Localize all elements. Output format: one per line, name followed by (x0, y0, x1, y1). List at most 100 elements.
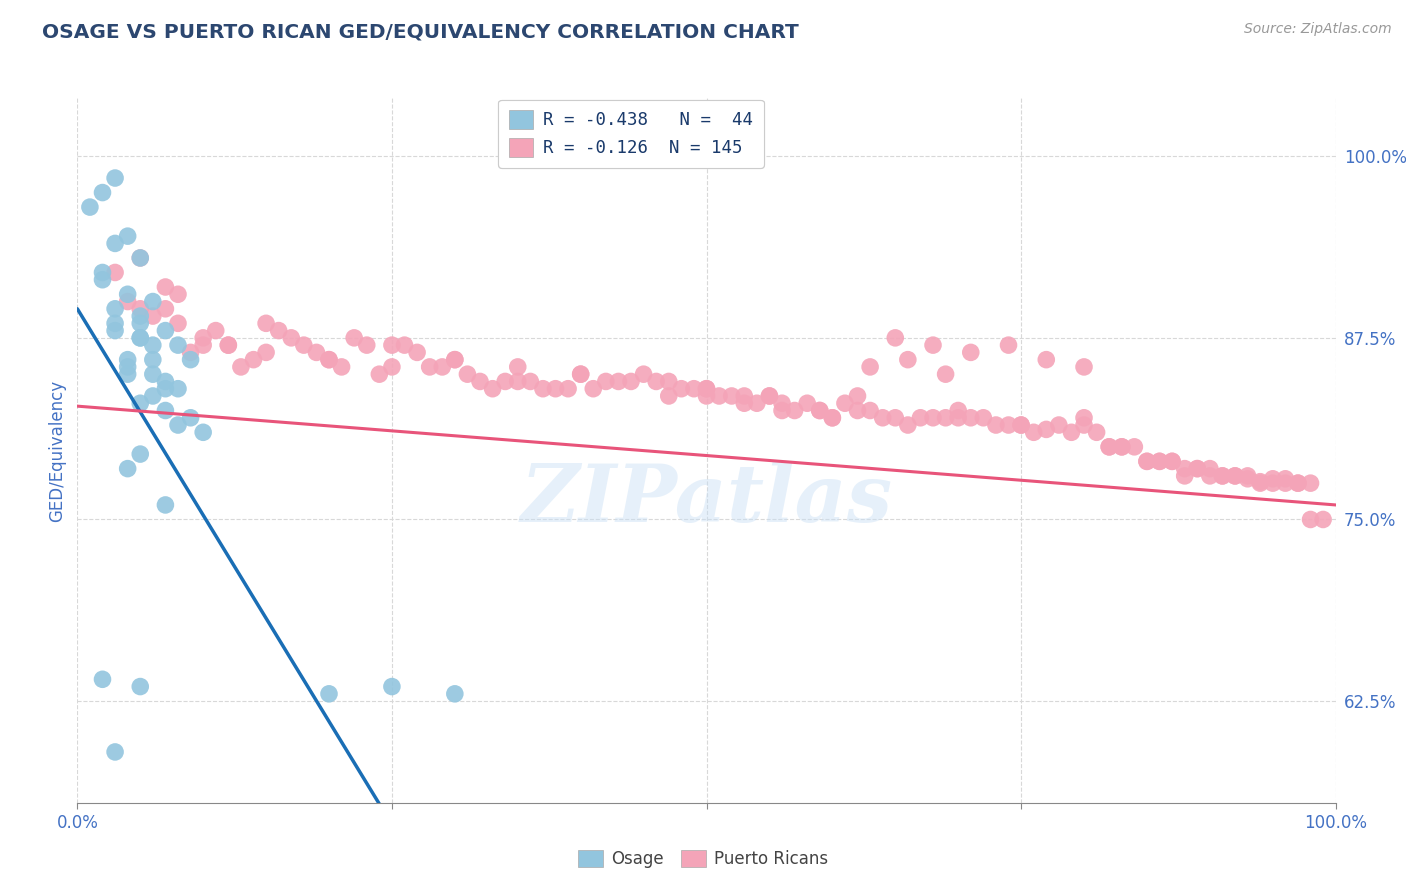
Point (129, 309, 152, 323)
Point (129, 251, 152, 265)
Point (117, 229, 139, 244)
Point (204, 324, 226, 338)
Point (808, 403, 831, 417)
Y-axis label: GED/Equivalency: GED/Equivalency (48, 379, 66, 522)
Point (910, 410, 932, 425)
Point (544, 382, 567, 396)
Point (1236, 469, 1258, 483)
Point (167, 316, 190, 330)
Point (1022, 425, 1045, 440)
Point (318, 352, 340, 367)
Point (859, 403, 882, 417)
Point (984, 417, 1007, 432)
Point (117, 461, 139, 475)
Point (1161, 454, 1184, 468)
Point (191, 425, 215, 440)
Point (456, 367, 478, 381)
Point (381, 680, 404, 694)
Point (922, 338, 945, 352)
Point (180, 345, 202, 359)
Point (872, 410, 894, 425)
Point (1174, 469, 1197, 483)
Point (79, 200, 101, 214)
Point (972, 410, 994, 425)
Point (1123, 440, 1146, 454)
Point (129, 447, 152, 461)
Point (922, 410, 945, 425)
Point (758, 389, 780, 403)
Point (834, 396, 856, 410)
Point (1211, 469, 1233, 483)
Point (142, 294, 165, 309)
Point (733, 389, 755, 403)
Point (318, 352, 340, 367)
Point (155, 301, 177, 316)
Point (821, 410, 844, 425)
Point (129, 316, 152, 330)
Point (1274, 472, 1296, 486)
Point (1249, 475, 1271, 489)
Point (633, 367, 655, 381)
Point (167, 382, 190, 396)
Point (959, 345, 981, 359)
Point (683, 382, 706, 396)
Point (91, 265, 114, 279)
Point (368, 367, 391, 381)
Point (770, 403, 793, 417)
Point (155, 280, 177, 294)
Point (821, 410, 844, 425)
Point (1060, 425, 1083, 440)
Point (1047, 417, 1070, 432)
Point (180, 352, 202, 367)
Point (406, 345, 429, 359)
Point (1249, 476, 1271, 491)
Point (948, 410, 970, 425)
Point (796, 396, 818, 410)
Point (394, 338, 416, 352)
Point (1312, 512, 1334, 526)
Point (155, 324, 177, 338)
Point (1223, 469, 1246, 483)
Point (444, 352, 467, 367)
Point (959, 410, 981, 425)
Point (1073, 417, 1095, 432)
Point (104, 324, 127, 338)
Point (1010, 417, 1032, 432)
Point (142, 352, 165, 367)
Point (292, 338, 315, 352)
Point (117, 294, 139, 309)
Text: ZIPatlas: ZIPatlas (520, 461, 893, 539)
Point (645, 375, 668, 389)
Point (620, 375, 643, 389)
Point (519, 375, 541, 389)
Point (1286, 476, 1309, 491)
Point (1274, 476, 1296, 491)
Point (1085, 425, 1108, 440)
Point (884, 331, 907, 345)
Point (696, 389, 718, 403)
Point (1136, 454, 1159, 468)
Point (897, 417, 920, 432)
Point (1149, 454, 1171, 468)
Point (1286, 476, 1309, 491)
Point (91, 273, 114, 287)
Point (117, 359, 139, 374)
Point (494, 375, 516, 389)
Point (117, 352, 139, 367)
Point (1198, 469, 1220, 483)
Point (155, 375, 177, 389)
Point (1149, 454, 1171, 468)
Point (783, 403, 806, 417)
Point (280, 331, 302, 345)
Point (305, 345, 328, 359)
Point (381, 359, 404, 374)
Point (217, 338, 239, 352)
Point (91, 673, 114, 687)
Point (104, 171, 127, 186)
Point (191, 331, 215, 345)
Point (1261, 472, 1284, 486)
Point (419, 359, 441, 374)
Point (444, 687, 467, 701)
Point (1111, 440, 1133, 454)
Point (707, 389, 730, 403)
